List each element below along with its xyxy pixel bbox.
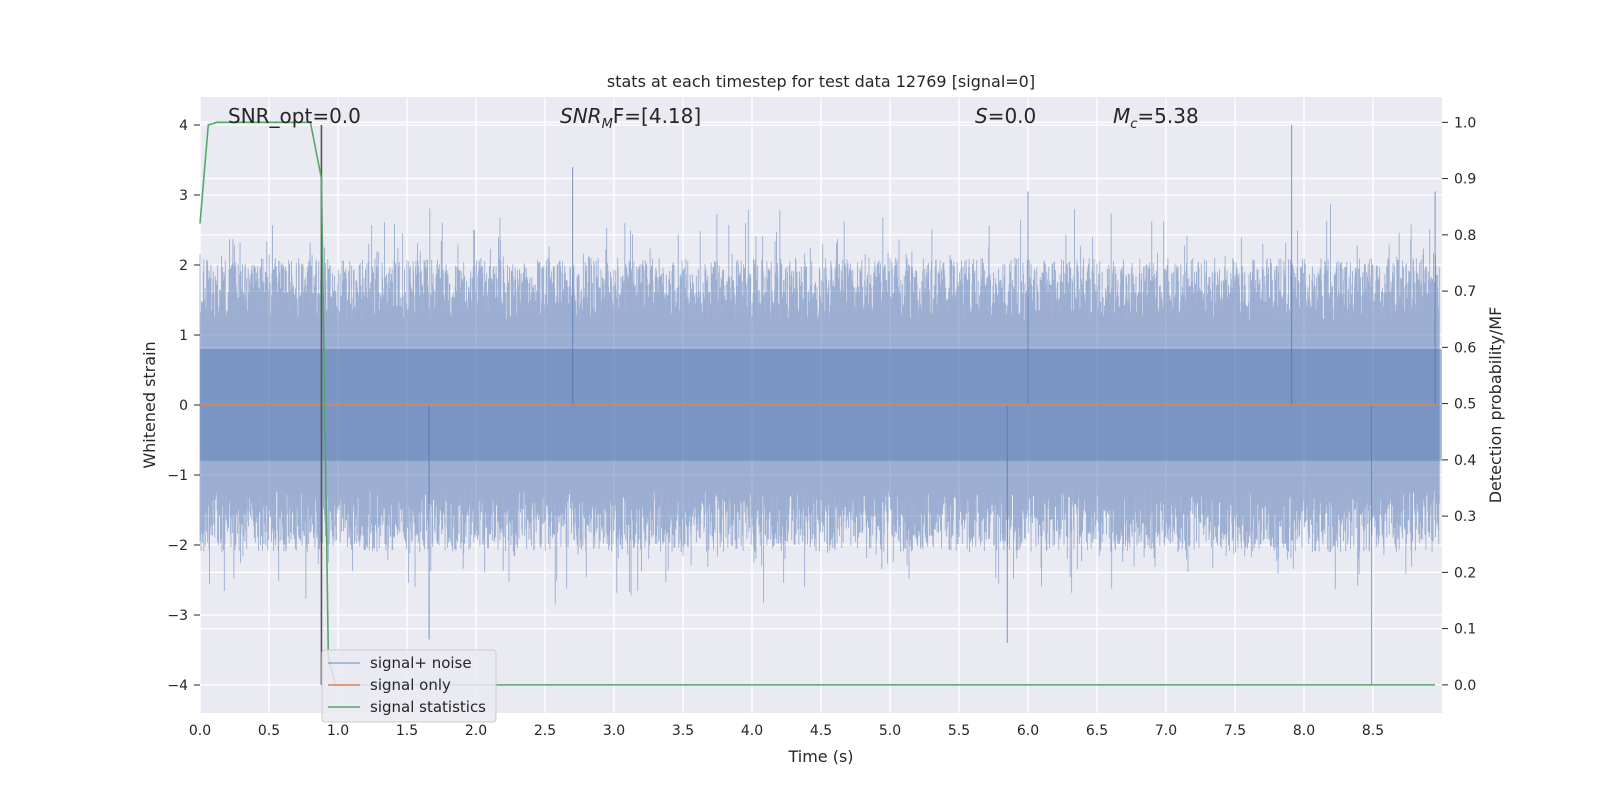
x-tick-label: 2.0: [465, 723, 487, 739]
annotation-s-tail: =0.0: [988, 104, 1037, 128]
x-tick-label: 3.5: [672, 723, 694, 739]
annotation-mc-sub: c: [1130, 117, 1137, 132]
tick-labels: 0.0 0.5 1.0 1.5 2.0 2.5 3.0 3.5 4.0 4.5 5.0 5.5 6.0 6…: [167, 115, 1476, 739]
y-right-tick-label: 0.4: [1454, 453, 1476, 469]
y-axis-label-right: Detection probability/MF: [1486, 307, 1505, 504]
y-tick-label: 1: [179, 328, 188, 344]
y-tick-label: −1: [167, 468, 188, 484]
annotation-s-main: S: [975, 104, 988, 128]
annotation-mc: Mc=5.38: [1113, 104, 1199, 132]
y-right-tick-label: 0.5: [1454, 397, 1476, 413]
x-tick-label: 4.5: [810, 723, 832, 739]
x-tick-label: 0.5: [258, 723, 280, 739]
x-tick-label: 5.5: [948, 723, 970, 739]
x-tick-label: 6.0: [1017, 723, 1039, 739]
y-right-tick-label: 0.8: [1454, 228, 1476, 244]
y-tick-label: 4: [179, 118, 188, 134]
x-tick-label: 3.0: [603, 723, 625, 739]
y-right-tick-label: 0.1: [1454, 622, 1476, 638]
y-tick-label: 0: [179, 398, 188, 414]
x-tick-label: 7.5: [1224, 723, 1246, 739]
annotation-snr-mf-tail: F=[4.18]: [613, 104, 701, 128]
chart-title: stats at each timestep for test data 127…: [607, 72, 1035, 91]
annotation-snr-mf-sub: M: [602, 117, 613, 132]
x-tick-label: 6.5: [1086, 723, 1108, 739]
y-tick-label: −3: [167, 608, 188, 624]
y-right-tick-label: 0.9: [1454, 172, 1476, 188]
annotation-mc-tail: =5.38: [1137, 104, 1198, 128]
y-tick-label: 2: [179, 258, 188, 274]
legend-label-signal-noise: signal+ noise: [370, 654, 472, 672]
legend-box: [321, 649, 497, 723]
annotation-snr-mf-main: SNR: [560, 104, 602, 128]
y-tick-label: −4: [167, 678, 188, 694]
x-tick-label: 1.0: [327, 723, 349, 739]
x-tick-label: 0.0: [189, 723, 211, 739]
y-axis-label: Whitened strain: [140, 341, 159, 468]
x-tick-label: 4.0: [741, 723, 763, 739]
y-tick-label: 3: [179, 188, 188, 204]
annotation-snr-opt: SNR_opt=0.0: [228, 104, 361, 128]
annotation-mc-main: M: [1113, 104, 1130, 128]
y-right-tick-label: 0.6: [1454, 340, 1476, 356]
legend: signal+ noise signal only signal statist…: [321, 649, 497, 723]
legend-label-signal-statistics: signal statistics: [370, 698, 486, 716]
annotation-snr-mf: SNRMF=[4.18]: [560, 104, 701, 132]
x-axis-label: Time (s): [787, 747, 853, 766]
x-tick-label: 7.0: [1155, 723, 1177, 739]
y-right-tick-label: 0.7: [1454, 284, 1476, 300]
y-right-tick-label: 0.2: [1454, 565, 1476, 581]
y-tick-label: −2: [167, 538, 188, 554]
x-tick-label: 1.5: [396, 723, 418, 739]
y-right-tick-label: 0.3: [1454, 509, 1476, 525]
legend-label-signal-only: signal only: [370, 676, 451, 694]
x-tick-label: 2.5: [534, 723, 556, 739]
y-right-tick-label: 1.0: [1454, 115, 1476, 131]
annotation-s: S=0.0: [975, 104, 1036, 128]
x-tick-label: 8.0: [1293, 723, 1315, 739]
x-tick-label: 5.0: [879, 723, 901, 739]
x-tick-label: 8.5: [1362, 723, 1384, 739]
y-right-tick-label: 0.0: [1454, 678, 1476, 694]
